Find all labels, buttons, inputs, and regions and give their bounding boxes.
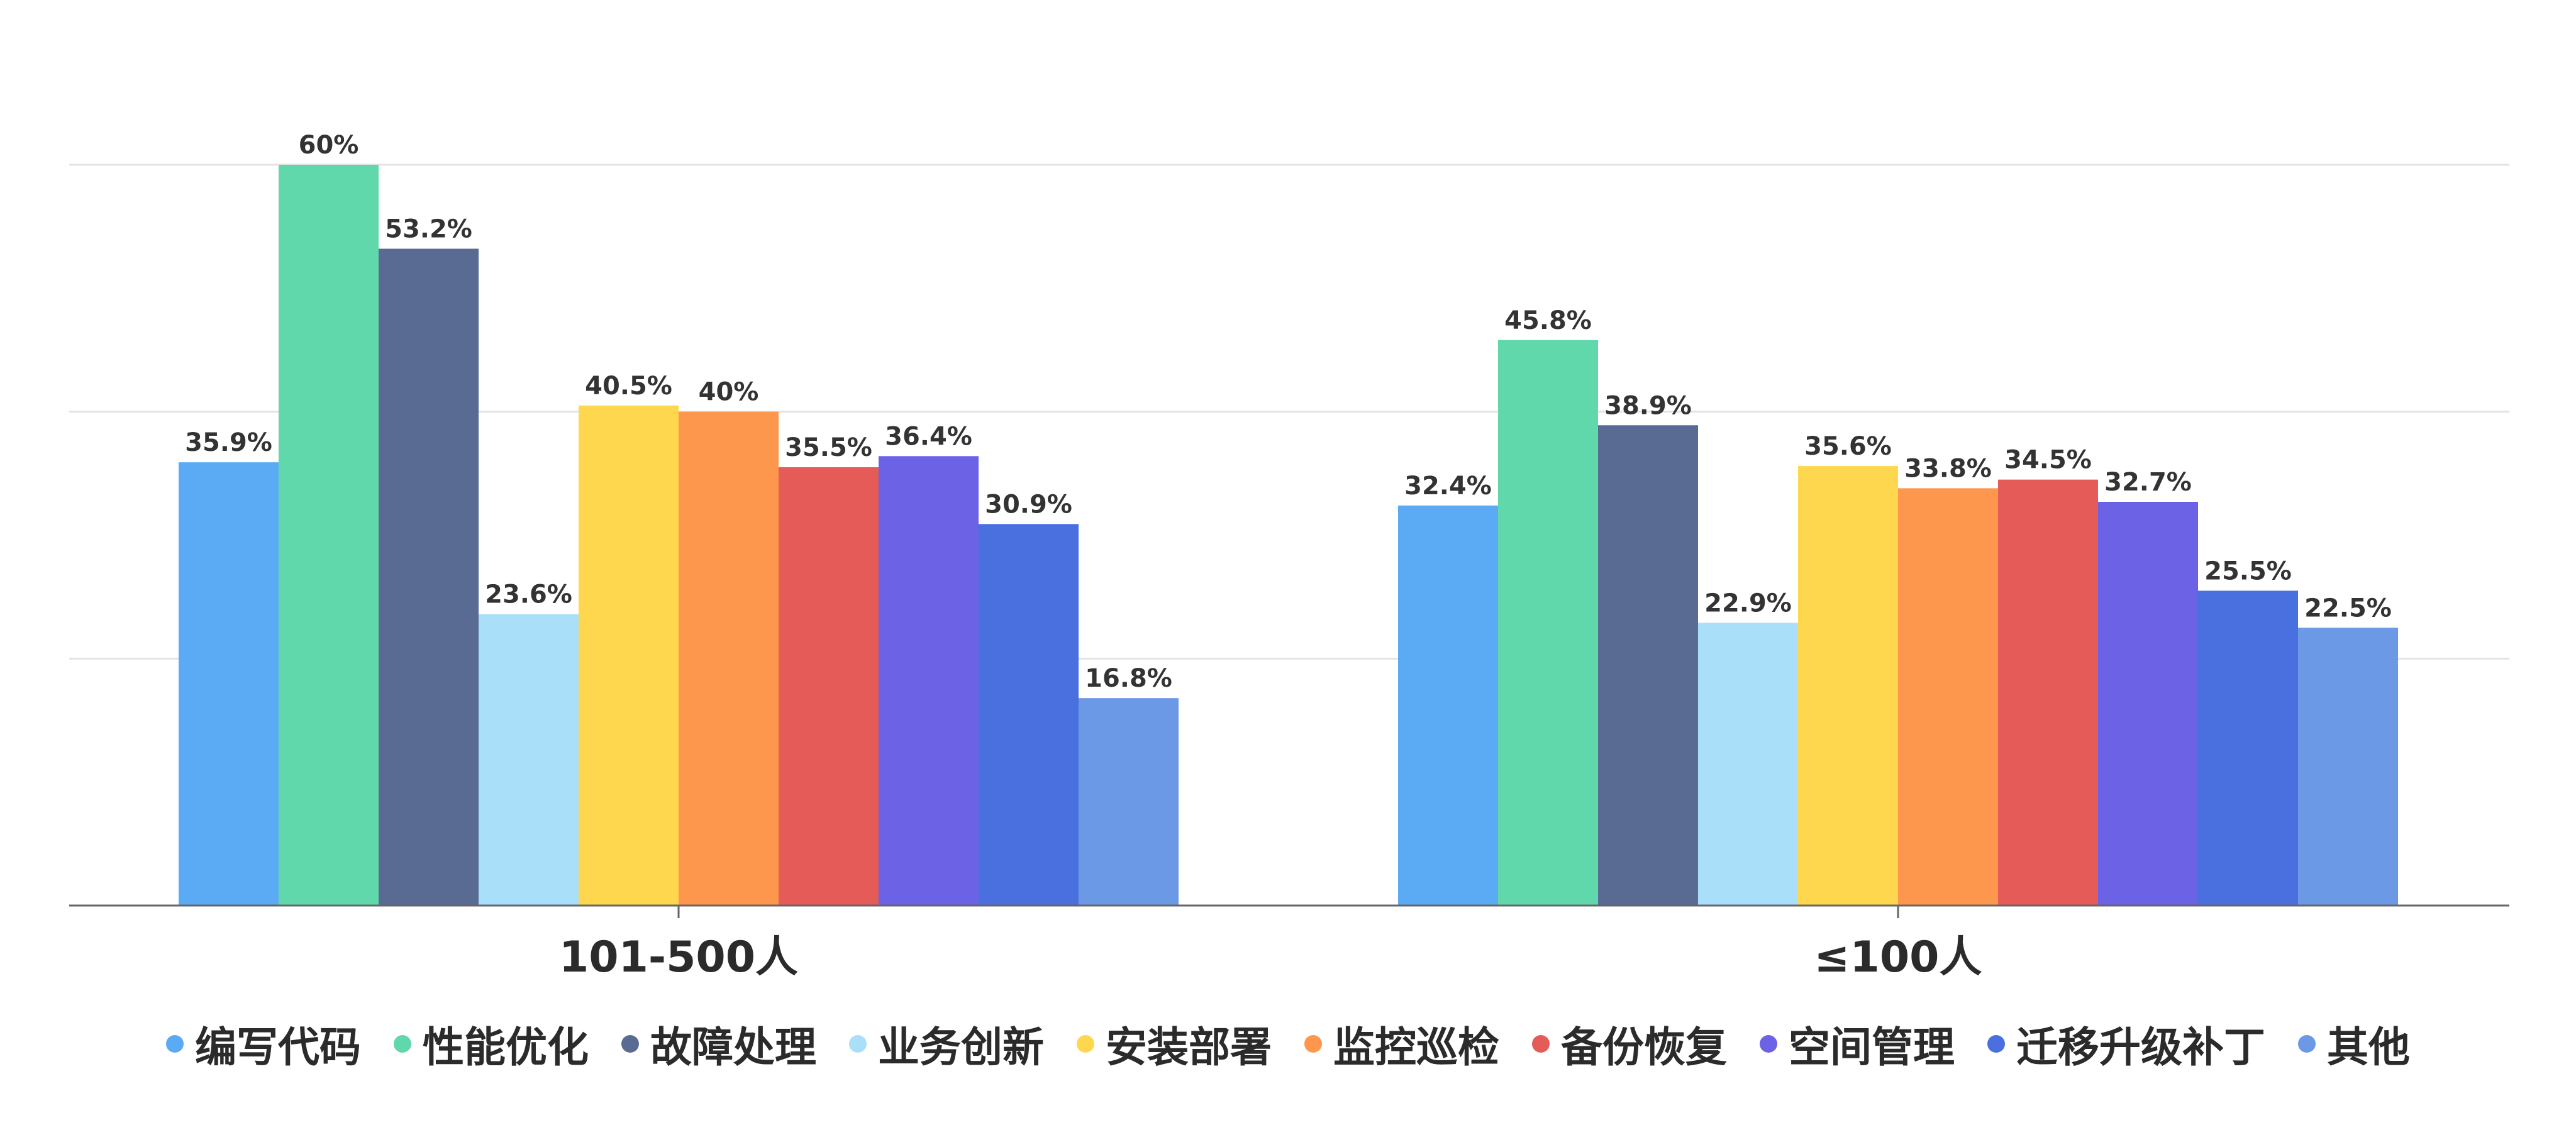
data-label: 30.9%: [985, 490, 1072, 519]
bar: [1398, 505, 1498, 906]
data-label: 32.7%: [2104, 468, 2192, 497]
bar: [1598, 425, 1698, 906]
bar: [379, 248, 479, 906]
data-label: 35.5%: [785, 433, 872, 462]
legend-label: 迁移升级补丁: [2016, 1023, 2265, 1072]
legend-label: 监控巡检: [1333, 1023, 1499, 1072]
legend-item: 监控巡检: [1304, 1014, 1499, 1074]
data-label: 22.9%: [1704, 589, 1792, 618]
legend-marker-icon: [394, 1035, 411, 1053]
legend-marker-icon: [166, 1035, 184, 1053]
data-label: 22.5%: [2304, 594, 2392, 623]
legend-marker-icon: [1077, 1035, 1094, 1053]
data-label: 53.2%: [385, 215, 472, 244]
legend-marker-icon: [1304, 1035, 1322, 1053]
legend-marker-icon: [1987, 1035, 2005, 1053]
bar: [1798, 466, 1898, 906]
bar: [479, 614, 579, 906]
bar: [879, 456, 979, 906]
bars: [179, 165, 2398, 906]
data-label: 35.9%: [185, 428, 272, 457]
legend-label: 备份恢复: [1561, 1023, 1727, 1072]
bar: [2298, 628, 2398, 906]
legend-marker-icon: [849, 1035, 867, 1053]
legend-marker-icon: [2298, 1035, 2316, 1053]
data-label: 36.4%: [885, 422, 972, 451]
legend-item: 编写代码: [166, 1014, 361, 1074]
data-label: 40%: [699, 378, 759, 407]
legend-item: 备份恢复: [1532, 1014, 1727, 1074]
data-label: 34.5%: [2004, 446, 2092, 475]
bar: [179, 462, 279, 906]
bar: [2098, 501, 2198, 906]
data-label: 32.4%: [1404, 472, 1492, 501]
data-labels: 35.9% 60% 53.2% 23.6% 40.5% 40% 35.5% 36.4% 30.9…: [185, 131, 2392, 693]
bar: [979, 524, 1079, 906]
bar: [1998, 479, 2098, 906]
legend-item: 迁移升级补丁: [1987, 1014, 2265, 1074]
x-tick-label: 101-500人: [559, 933, 798, 982]
legend-marker-icon: [1760, 1035, 1777, 1053]
legend-item: 性能优化: [394, 1014, 589, 1074]
data-label: 16.8%: [1085, 664, 1172, 693]
legend-label: 业务创新: [878, 1023, 1044, 1072]
bar: [579, 405, 679, 906]
data-label: 35.6%: [1804, 432, 1892, 461]
bar: [2198, 590, 2298, 906]
bar: [679, 411, 779, 906]
x-axis: 101-500人 ≤100人: [69, 904, 2509, 982]
legend-label: 空间管理: [1789, 1023, 1955, 1072]
bar: [779, 467, 879, 906]
data-label: 60%: [299, 131, 359, 160]
bar: [279, 165, 379, 906]
bar: [1498, 340, 1598, 906]
data-label: 45.8%: [1504, 306, 1592, 335]
legend-label: 性能优化: [423, 1023, 589, 1072]
legend-label: 编写代码: [195, 1023, 361, 1072]
legend-item: 其他: [2298, 1014, 2410, 1074]
legend-marker-icon: [1532, 1035, 1550, 1053]
data-label: 23.6%: [485, 580, 572, 609]
bar: [1698, 623, 1798, 906]
legend-item: 故障处理: [621, 1014, 816, 1074]
data-label: 33.8%: [1904, 454, 1992, 483]
x-tick-label: ≤100人: [1814, 933, 1982, 982]
legend-item: 空间管理: [1760, 1014, 1955, 1074]
legend-marker-icon: [621, 1035, 639, 1053]
data-label: 25.5%: [2204, 557, 2292, 585]
legend-label: 安装部署: [1106, 1023, 1272, 1072]
data-label: 40.5%: [585, 372, 672, 401]
legend-label: 故障处理: [650, 1023, 816, 1072]
legend-label: 其他: [2327, 1023, 2410, 1072]
legend: 编写代码 性能优化 故障处理 业务创新 安装部署 监控巡检 备份恢复 空间管理 迁移升级补丁 其他: [0, 1009, 2576, 1078]
legend-item: 业务创新: [849, 1014, 1044, 1074]
legend-item: 安装部署: [1077, 1014, 1272, 1074]
bar: [1898, 488, 1998, 906]
data-label: 38.9%: [1604, 391, 1692, 420]
bar: [1079, 698, 1179, 906]
